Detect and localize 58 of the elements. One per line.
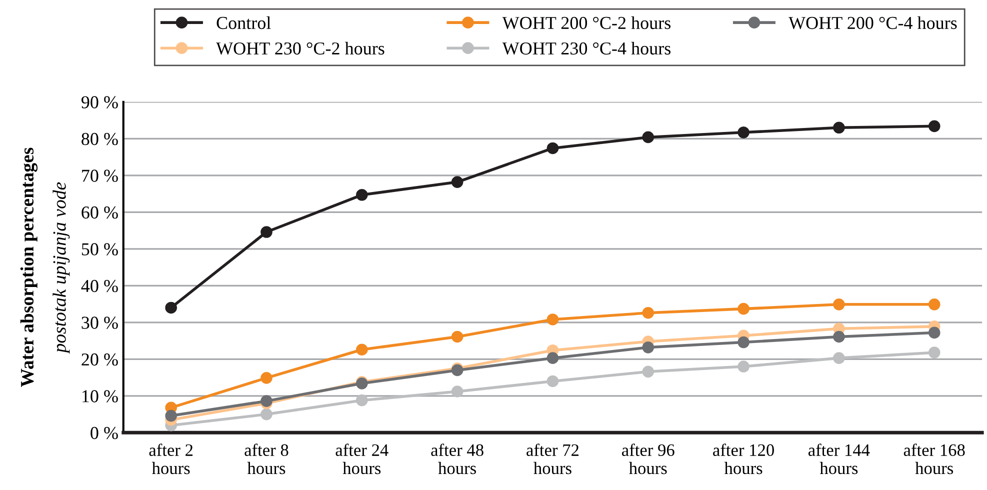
x-tick-label: after 48 hours [431, 444, 484, 474]
y-tick-label: 80 % [82, 132, 118, 146]
x-tick-label: after 72 hours [526, 444, 579, 474]
legend-label: Control [216, 16, 271, 30]
x-tick-label: after 2 hours [149, 444, 193, 474]
x-tick-label: after 168 hours [904, 444, 965, 474]
y-tick-label: 50 % [82, 243, 118, 256]
point [928, 326, 940, 339]
point [738, 126, 750, 138]
legend-label: WOHT 230 °C-4 hours [502, 42, 670, 55]
y-tick-label: 40 % [81, 280, 118, 292]
point [738, 360, 750, 372]
legend-label: WOHT 230 °C-2 hours [216, 42, 384, 55]
y-tick-label: 0 % [90, 426, 118, 440]
legend-label: WOHT 200 °C-4 hours [788, 16, 957, 30]
point [833, 330, 845, 343]
x-tick-label: after 8 hours [244, 444, 288, 474]
y-axis-title: Water absorption percentages [20, 148, 38, 387]
point [546, 142, 559, 154]
point [928, 298, 940, 310]
point [833, 298, 845, 310]
legend-label: WOHT 200 °C-2 hours [502, 16, 670, 30]
x-tick-label: after 96 hours [622, 444, 674, 474]
point [356, 394, 368, 406]
point [642, 306, 654, 319]
point [451, 386, 464, 398]
point [833, 352, 845, 364]
point [165, 410, 177, 422]
x-tick-label: after 144 hours [808, 444, 870, 474]
y-tick-label: 10 % [82, 390, 118, 402]
point [260, 395, 272, 407]
point [928, 346, 940, 358]
x-tick-label: after 24 hours [336, 444, 388, 474]
point [165, 302, 177, 314]
point [260, 372, 272, 384]
point [546, 375, 559, 388]
y-tick-label: 30 % [82, 316, 118, 329]
point [356, 344, 368, 356]
point [451, 330, 464, 343]
point [546, 352, 559, 364]
point [928, 120, 940, 132]
point [546, 314, 559, 326]
text: postotak upijanja vode [52, 182, 70, 354]
y-tick-label: 60 % [82, 206, 118, 219]
point [833, 122, 845, 134]
y-tick-label: 20 % [82, 353, 118, 366]
point [260, 226, 272, 238]
point [738, 336, 750, 348]
y-tick-label: 90 % [81, 96, 118, 108]
point [642, 131, 654, 144]
point [642, 366, 654, 378]
point [738, 302, 750, 315]
point [642, 342, 654, 354]
x-tick-label: after 120 hours [713, 444, 774, 474]
point [260, 408, 272, 420]
y-tick-label: 70 % [82, 170, 118, 182]
point [451, 176, 464, 188]
point [356, 188, 368, 201]
